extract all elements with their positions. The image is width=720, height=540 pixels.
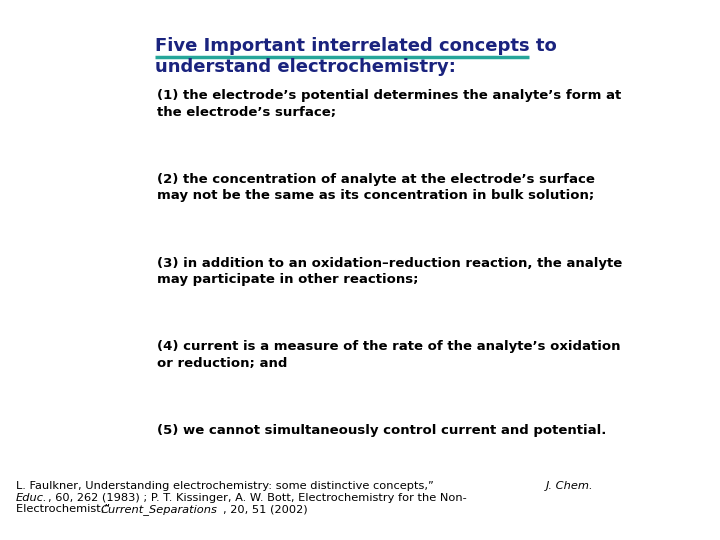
- Text: Educ.: Educ.: [16, 492, 48, 503]
- Text: (4) current is a measure of the rate of the analyte’s oxidation
or reduction; an: (4) current is a measure of the rate of …: [157, 340, 621, 370]
- Text: Current_Separations: Current_Separations: [101, 504, 218, 515]
- Text: L. Faulkner, Understanding electrochemistry: some distinctive concepts,”: L. Faulkner, Understanding electrochemis…: [16, 481, 437, 491]
- Text: (3) in addition to an oxidation–reduction reaction, the analyte
may participate : (3) in addition to an oxidation–reductio…: [157, 256, 622, 286]
- Text: Five Important interrelated concepts to: Five Important interrelated concepts to: [155, 37, 557, 55]
- Text: understand electrochemistry:: understand electrochemistry:: [155, 58, 456, 76]
- Text: (1) the electrode’s potential determines the analyte’s form at
the electrode’s s: (1) the electrode’s potential determines…: [157, 89, 621, 119]
- Text: Electrochemist,”: Electrochemist,”: [16, 504, 114, 514]
- Text: (5) we cannot simultaneously control current and potential.: (5) we cannot simultaneously control cur…: [157, 424, 606, 437]
- Text: J. Chem.: J. Chem.: [546, 481, 593, 491]
- Text: , 20, 51 (2002): , 20, 51 (2002): [223, 504, 307, 514]
- Text: (2) the concentration of analyte at the electrode’s surface
may not be the same : (2) the concentration of analyte at the …: [157, 173, 595, 202]
- Text: , 60, 262 (1983) ; P. T. Kissinger, A. W. Bott, Electrochemistry for the Non-: , 60, 262 (1983) ; P. T. Kissinger, A. W…: [48, 492, 467, 503]
